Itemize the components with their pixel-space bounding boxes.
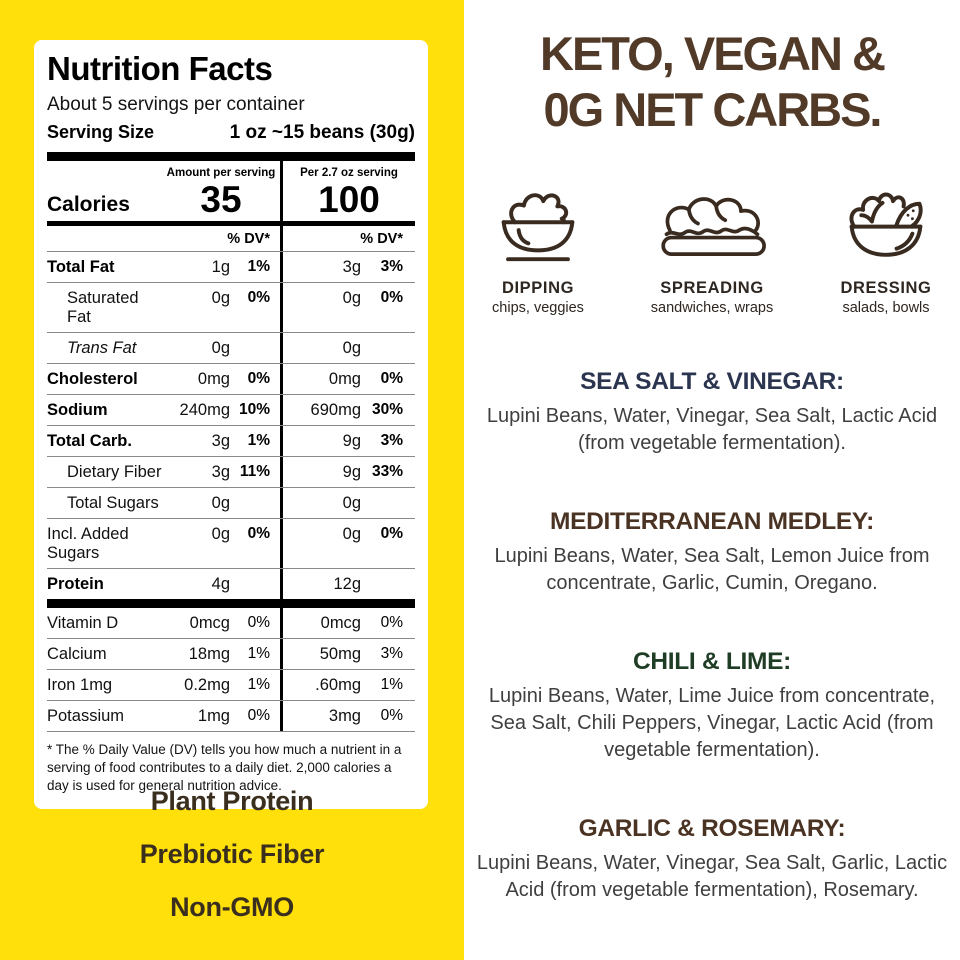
nutrient-row-protein: Protein 4g 12g <box>47 569 415 600</box>
info-panel: KETO, VEGAN & 0G NET CARBS. DIPPING chip… <box>464 0 960 960</box>
sandwich-icon <box>643 176 781 268</box>
servings-per-container: About 5 servings per container <box>47 93 305 115</box>
yellow-panel: Nutrition Facts About 5 servings per con… <box>0 0 464 960</box>
amount-per-serving-header: Amount per serving <box>166 166 276 179</box>
daily-value-header-row: % DV* % DV* <box>47 226 415 253</box>
calories-per-serving: Amount per serving 35 <box>162 161 280 222</box>
nutrient-row-trans-fat: Trans Fat 0g 0g <box>47 333 415 365</box>
vitamin-row-iron: Iron 1mg 0.2mg 1% .60mg 1% <box>47 670 415 702</box>
flavor-name: SEA SALT & VINEGAR: <box>580 368 844 395</box>
flavor-name: MEDITERRANEAN MEDLEY: <box>550 508 874 536</box>
headline-line-1: KETO, VEGAN & <box>540 27 886 80</box>
use-title-dipping: DIPPING <box>501 279 575 297</box>
nutrient-row-total-sugars: Total Sugars 0g 0g <box>47 488 415 520</box>
use-subtitle-dressing: salads, bowls <box>842 300 930 316</box>
flavor-name: GARLIC & ROSEMARY: <box>578 815 846 843</box>
product-claims: Plant Protein Prebiotic Fiber Non-GMO <box>0 786 464 945</box>
headline: KETO, VEGAN & 0G NET CARBS. <box>464 26 960 138</box>
divider-thick-top <box>47 151 415 161</box>
use-spreading: SPREADING sandwiches, wraps <box>643 176 781 316</box>
nutrition-facts-label: Nutrition Facts About 5 servings per con… <box>34 40 428 809</box>
claim-non-gmo: Non-GMO <box>170 892 294 922</box>
flavor-mediterranean-medley: MEDITERRANEAN MEDLEY: Lupini Beans, Wate… <box>475 508 949 596</box>
usage-icons-row: DIPPING chips, veggies SPREADING sandwic… <box>464 176 960 316</box>
salad-bowl-icon <box>817 176 955 268</box>
nutrient-row-total-carb: Total Carb. 3g 1% 9g 3% <box>47 426 415 458</box>
divider-thick-bottom <box>47 599 415 609</box>
serving-size-value: 1 oz ~15 beans (30g) <box>229 121 415 143</box>
flavor-ingredients: Lupini Beans, Water, Lime Juice from con… <box>488 685 936 761</box>
flavor-ingredients: Lupini Beans, Water, Sea Salt, Lemon Jui… <box>494 545 930 594</box>
calories-label: Calories <box>47 193 130 217</box>
flavor-ingredients: Lupini Beans, Water, Vinegar, Sea Salt, … <box>486 405 938 454</box>
calories-value-serving: 35 <box>200 178 242 220</box>
use-title-spreading: SPREADING <box>660 279 764 297</box>
serving-size-label: Serving Size <box>47 121 155 142</box>
vitamin-row-vitamin-d: Vitamin D 0mcg 0% 0mcg 0% <box>47 608 415 640</box>
divider-medium <box>47 221 415 227</box>
claim-prebiotic-fiber: Prebiotic Fiber <box>139 839 325 869</box>
nutrition-facts-title: Nutrition Facts <box>47 50 273 87</box>
per-2-7-oz-header: Per 2.7 oz serving <box>300 166 398 179</box>
use-title-dressing: DRESSING <box>840 279 932 297</box>
use-dipping: DIPPING chips, veggies <box>469 176 607 316</box>
serving-size-row: Serving Size 1 oz ~15 beans (30g) <box>47 122 415 152</box>
flavor-garlic-rosemary: GARLIC & ROSEMARY: Lupini Beans, Water, … <box>475 815 949 903</box>
vitamin-row-calcium: Calcium 18mg 1% 50mg 3% <box>47 639 415 671</box>
use-subtitle-spreading: sandwiches, wraps <box>650 300 774 316</box>
flavor-ingredients: Lupini Beans, Water, Vinegar, Sea Salt, … <box>476 852 948 901</box>
use-dressing: DRESSING salads, bowls <box>817 176 955 316</box>
nutrient-row-total-fat: Total Fat 1g 1% 3g 3% <box>47 252 415 284</box>
nutrient-row-saturated-fat: Saturated Fat 0g 0% 0g 0% <box>47 283 415 334</box>
flavor-sea-salt-vinegar: SEA SALT & VINEGAR: Lupini Beans, Water,… <box>475 368 949 456</box>
nutrient-row-cholesterol: Cholesterol 0mg 0% 0mg 0% <box>47 364 415 396</box>
use-subtitle-dipping: chips, veggies <box>492 300 584 316</box>
calories-value-2-7-oz: 100 <box>318 178 380 220</box>
claim-plant-protein: Plant Protein <box>150 786 314 816</box>
dv-header-col2: % DV* <box>280 226 415 252</box>
nutrient-row-sodium: Sodium 240mg 10% 690mg 30% <box>47 395 415 427</box>
flavor-chili-lime: CHILI & LIME: Lupini Beans, Water, Lime … <box>475 648 949 763</box>
flavor-ingredient-list: SEA SALT & VINEGAR: Lupini Beans, Water,… <box>475 368 949 903</box>
dip-bowl-icon <box>469 176 607 268</box>
nutrient-row-dietary-fiber: Dietary Fiber 3g 11% 9g 33% <box>47 457 415 489</box>
calories-per-container-col: Per 2.7 oz serving 100 <box>280 160 415 222</box>
dv-header-col1: % DV* <box>227 231 270 248</box>
vitamin-row-potassium: Potassium 1mg 0% 3mg 0% <box>47 701 415 733</box>
calories-row: Calories Amount per serving 35 Per 2.7 o… <box>47 160 415 222</box>
nutrient-row-added-sugars: Incl. Added Sugars 0g 0% 0g 0% <box>47 519 415 570</box>
flavor-name: CHILI & LIME: <box>632 648 792 676</box>
headline-line-2: 0G NET CARBS. <box>543 83 883 136</box>
daily-value-footnote: * The % Daily Value (DV) tells you how m… <box>47 742 402 794</box>
